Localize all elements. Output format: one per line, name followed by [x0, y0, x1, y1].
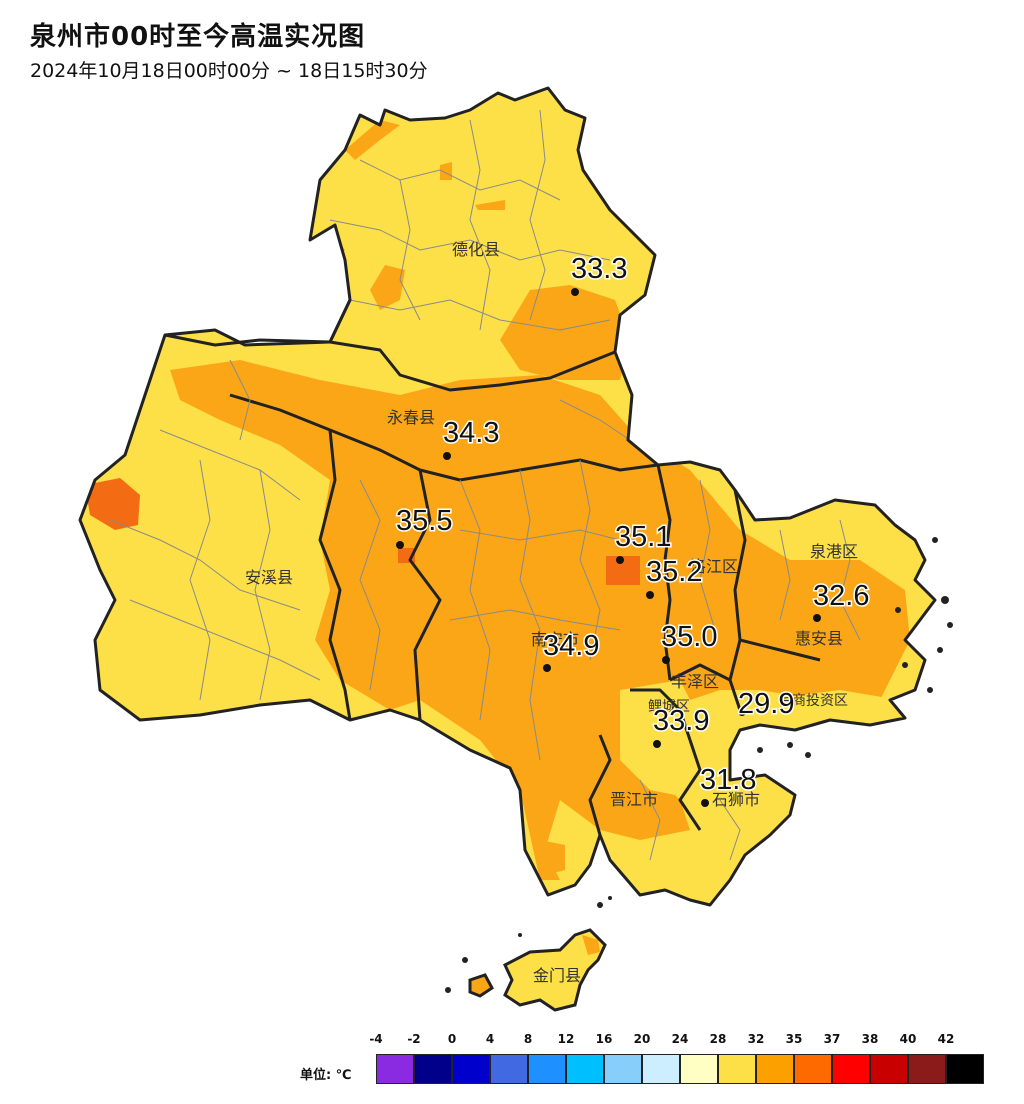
station-dot — [616, 556, 624, 564]
station-dot — [701, 799, 709, 807]
legend-swatch — [528, 1054, 566, 1084]
legend-swatch — [452, 1054, 490, 1084]
legend-tick-label: 32 — [747, 1032, 765, 1046]
map-title: 泉州市00时至今高温实况图 — [30, 22, 366, 52]
region-label: 泉港区 — [810, 543, 858, 561]
station-value: 32.6 — [813, 580, 869, 612]
legend-swatch — [908, 1054, 946, 1084]
legend-tick-label: 38 — [861, 1032, 879, 1046]
station-value: 33.3 — [571, 253, 627, 285]
region-label: 永春县 — [387, 409, 435, 427]
kinmen-island — [468, 928, 607, 1012]
legend-tick-label: 24 — [671, 1032, 689, 1046]
zone-dark-orange-nanan — [606, 556, 640, 585]
zone-dark-orange-west — [85, 478, 140, 530]
station-value: 29.9 — [738, 688, 794, 720]
legend-swatch — [566, 1054, 604, 1084]
zone-orange-north — [500, 285, 630, 380]
zone-orange-central — [170, 360, 910, 880]
station-dot — [443, 452, 451, 460]
legend-swatch — [680, 1054, 718, 1084]
zone-orange-northwest — [370, 265, 405, 310]
legend-unit: 单位: ℃ — [300, 1068, 352, 1083]
legend-tick-label: 35 — [785, 1032, 803, 1046]
legend-swatch — [946, 1054, 984, 1084]
legend-tick-label: 28 — [709, 1032, 727, 1046]
legend-tick-label: 8 — [523, 1032, 533, 1046]
zone-orange-south-tip — [540, 840, 565, 875]
legend-tick-label: 4 — [485, 1032, 495, 1046]
region-label: 惠安县 — [795, 630, 843, 648]
legend-swatch — [756, 1054, 794, 1084]
map-subtitle: 2024年10月18日00时00分 ~ 18日15时30分 — [30, 60, 428, 82]
legend-tick-label: -4 — [369, 1032, 383, 1046]
zone-orange-spot2 — [440, 162, 452, 180]
legend-tick-label: 42 — [937, 1032, 955, 1046]
legend-tick-label: 0 — [447, 1032, 457, 1046]
region-label: 石狮市 — [712, 791, 760, 809]
station-dot — [571, 288, 579, 296]
legend-tick-label: 20 — [633, 1032, 651, 1046]
station-value: 35.2 — [646, 556, 702, 588]
station-values: 33.3 34.3 35.5 35.1 35.2 32.6 34.9 35.0 … — [395, 252, 871, 798]
station-value: 33.9 — [653, 705, 709, 737]
station-value: 35.5 — [396, 505, 452, 537]
region-label: 德化县 — [452, 241, 500, 259]
region-label: 洛江区 — [690, 558, 738, 576]
legend-swatch — [414, 1054, 452, 1084]
legend-swatch — [490, 1054, 528, 1084]
city-boundary — [78, 86, 937, 907]
station-dot — [813, 614, 821, 622]
zone-yellow-east — [760, 690, 905, 725]
legend-swatch — [832, 1054, 870, 1084]
station-value: 34.9 — [543, 630, 599, 662]
station-dot — [662, 656, 670, 664]
station-value: 31.8 — [700, 764, 756, 796]
region-label: 鲤城区 — [648, 698, 690, 714]
region-label: 台商投资区 — [778, 692, 848, 708]
station-dot — [543, 664, 551, 672]
station-value: 34.3 — [443, 417, 499, 449]
legend-swatch — [870, 1054, 908, 1084]
station-dot — [738, 708, 746, 716]
region-label: 晋江市 — [610, 791, 658, 809]
station-value: 35.1 — [615, 521, 671, 553]
small-islands — [445, 537, 953, 993]
legend-swatch — [376, 1054, 414, 1084]
legend-tick-label: 37 — [823, 1032, 841, 1046]
station-markers — [396, 288, 821, 807]
region-label: 金门县 — [533, 967, 581, 985]
station-value: 35.0 — [661, 621, 717, 653]
legend-swatch — [718, 1054, 756, 1084]
station-dot — [646, 591, 654, 599]
zone-orange-spot — [475, 200, 505, 210]
legend-tick-label: 12 — [557, 1032, 575, 1046]
station-dot — [653, 740, 661, 748]
legend-tick-label: -2 — [407, 1032, 421, 1046]
region-label: 安溪县 — [245, 569, 293, 587]
zone-orange-north-tip — [345, 120, 400, 160]
legend-swatch — [794, 1054, 832, 1084]
town-borders — [109, 109, 861, 861]
color-legend: 单位: ℃ -4 -2 0 4 8 12 16 20 24 28 32 35 37 38 40 42 — [300, 1030, 1020, 1100]
legend-tick-label: 16 — [595, 1032, 613, 1046]
region-labels: 德化县 永春县 安溪县 南安市 洛江区 泉港区 惠安县 丰泽区 鲤城区 晋江市 … — [245, 241, 858, 985]
zone-yellow-coast — [620, 680, 720, 800]
legend-swatch — [604, 1054, 642, 1084]
station-dot — [396, 541, 404, 549]
region-label: 南安市 — [531, 631, 579, 649]
region-label: 丰泽区 — [671, 673, 719, 691]
legend-swatch — [642, 1054, 680, 1084]
legend-tick-label: 40 — [899, 1032, 917, 1046]
